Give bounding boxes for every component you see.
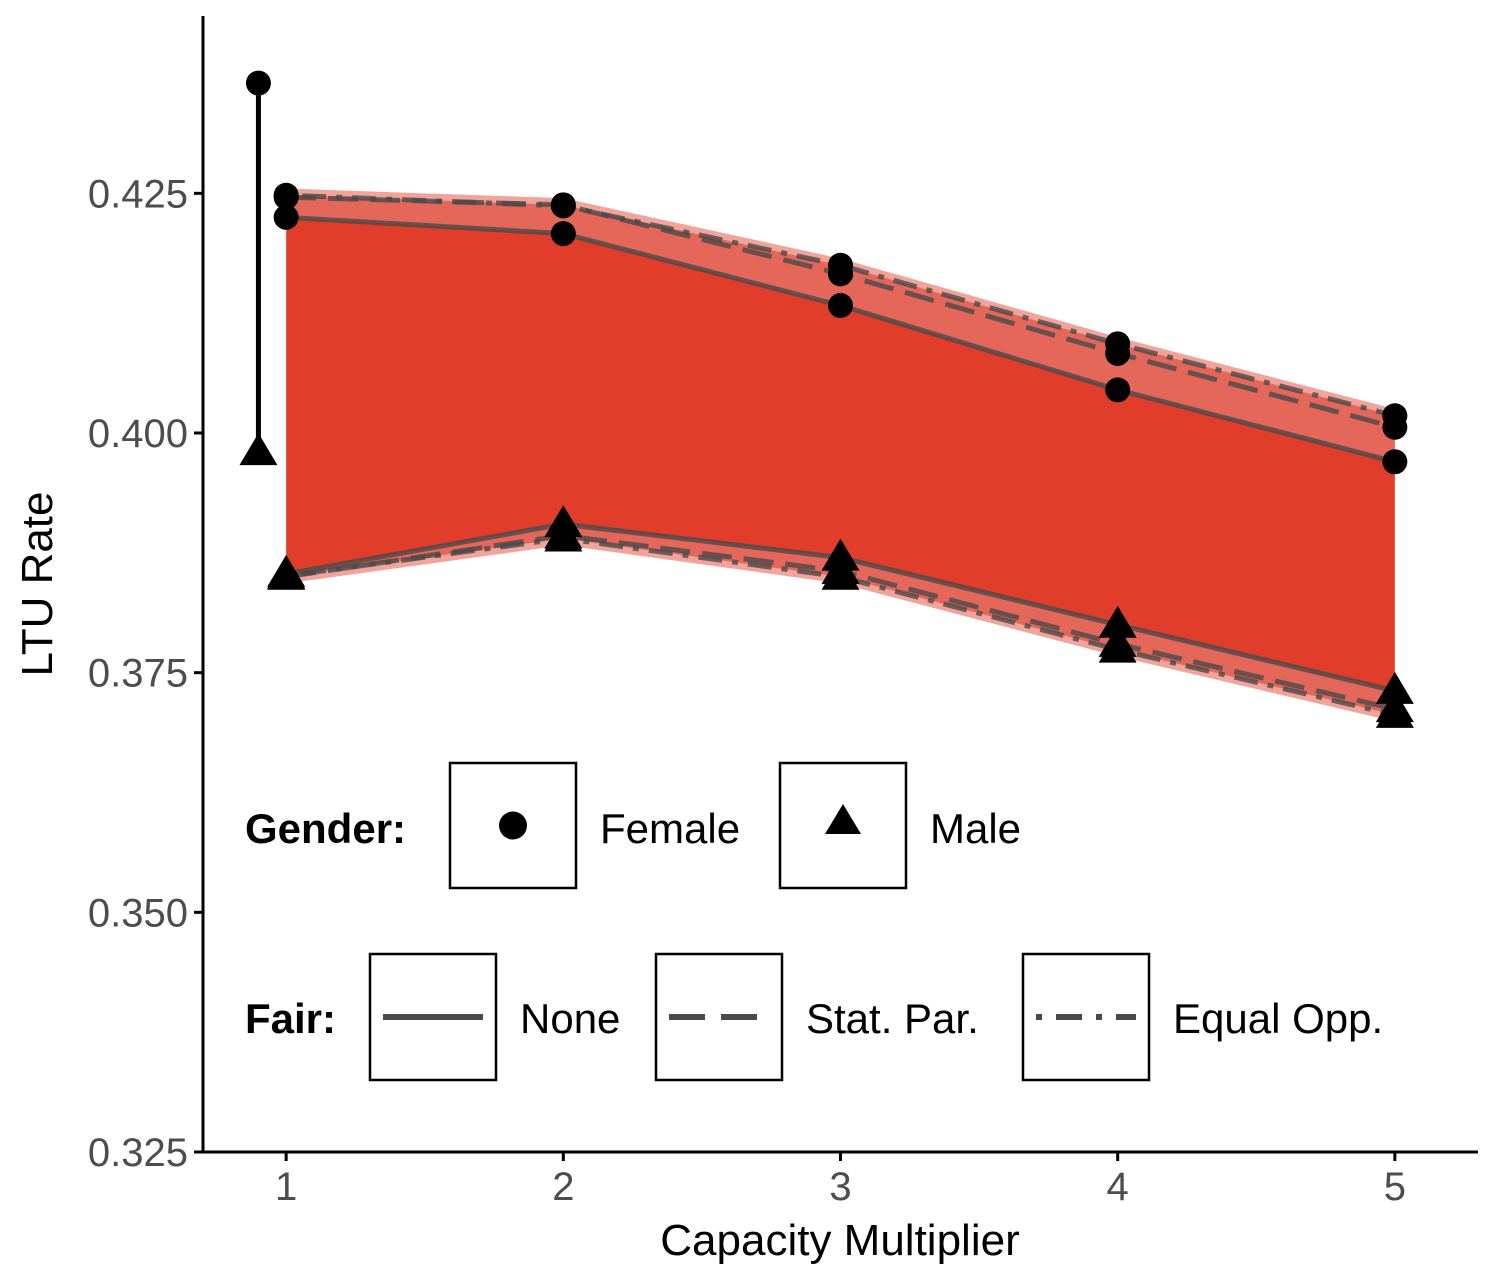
point-male [1098,630,1137,663]
legend-male-label: Male [930,805,1021,852]
x-axis-title: Capacity Multiplier [660,1216,1019,1265]
y-ticks: 0.325 0.350 0.375 0.400 0.425 [88,172,203,1175]
legend-none-label: None [520,995,620,1042]
point-male [1375,695,1414,728]
point-female [828,252,853,278]
x-tick-label: 4 [1107,1165,1129,1209]
legend-gender: Gender: Female Male [245,761,1021,890]
y-tick-label: 0.350 [88,891,188,935]
point-female [273,204,299,230]
y-tick-label: 0.425 [88,172,188,216]
point-female [273,182,299,208]
point-female [550,193,576,219]
x-tick-label: 1 [275,1165,297,1209]
x-ticks: 1 2 3 4 5 [275,1152,1406,1209]
point-female [1382,449,1408,475]
point-female [828,293,853,319]
point-female [1105,377,1131,403]
y-axis-title: LTU Rate [13,491,62,676]
y-tick-label: 0.400 [88,412,188,456]
point-female [1105,331,1131,357]
legend-fair: Fair: None Stat. Par. Equal Opp. [245,952,1383,1082]
legend-equal-opp-label: Equal Opp. [1173,995,1383,1042]
point-male [1098,605,1137,638]
y-tick-label: 0.325 [88,1131,188,1175]
x-tick-label: 3 [829,1165,851,1209]
reference-point-female [245,70,271,96]
legend-female-circle-icon [499,811,527,840]
band-inner [286,217,1395,691]
point-male [821,557,860,590]
legend-female-label: Female [600,805,740,852]
line-male-equal-opp [285,535,1396,718]
reference-point-male [239,433,278,466]
legend-stat-par-label: Stat. Par. [806,995,979,1042]
point-male [544,519,583,552]
y-tick-label: 0.375 [88,652,188,696]
x-tick-label: 2 [552,1165,574,1209]
data-points [239,70,1414,728]
point-male [267,556,306,589]
point-male [1375,671,1414,704]
x-tick-label: 5 [1384,1165,1406,1209]
point-female [1382,403,1408,429]
legend-male-triangle-icon [825,804,861,834]
legend-fair-title: Fair: [245,995,336,1042]
line-female-equal-opp [286,192,1396,419]
legend-gender-title: Gender: [245,805,406,852]
point-female [550,221,576,247]
